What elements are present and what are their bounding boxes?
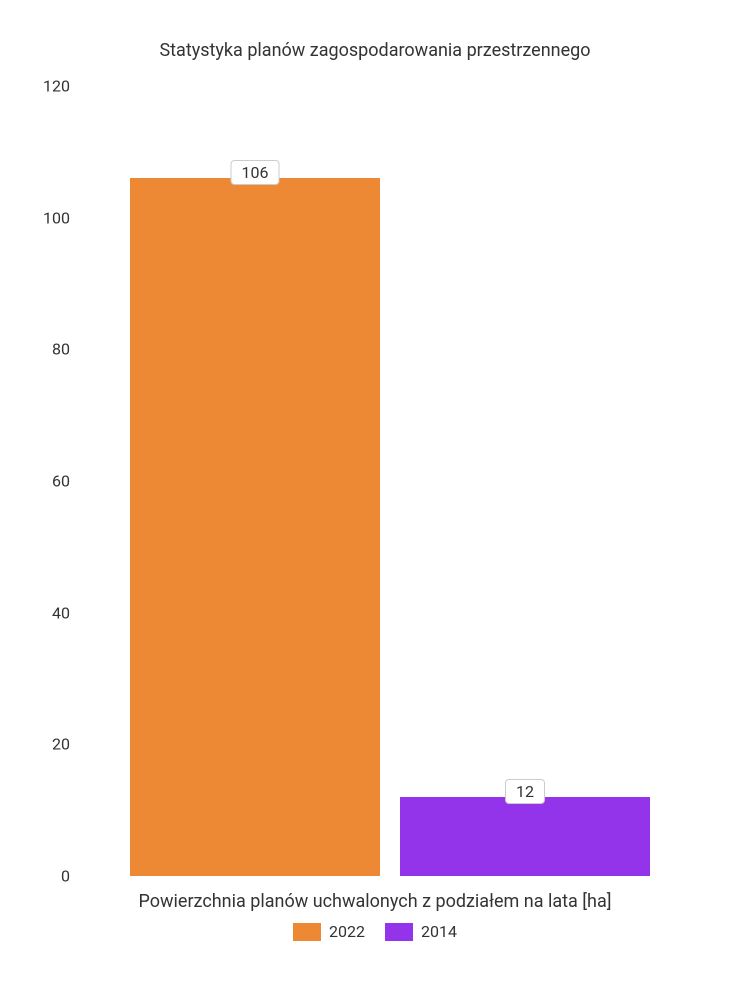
bar-wrapper: 12	[400, 797, 650, 876]
plot-area: 120 100 80 60 40 20 0 10612	[80, 86, 700, 876]
y-tick: 60	[52, 472, 70, 491]
legend-item: 2014	[385, 922, 457, 941]
bar: 106	[130, 178, 380, 876]
legend-swatch	[385, 923, 413, 941]
y-tick: 80	[52, 340, 70, 359]
y-tick: 120	[43, 77, 70, 96]
legend: 2022 2014	[30, 922, 720, 941]
chart-title: Statystyka planów zagospodarowania przes…	[30, 40, 720, 61]
bar: 12	[400, 797, 650, 876]
y-tick: 0	[61, 867, 70, 886]
legend-item: 2022	[293, 922, 365, 941]
y-tick: 20	[52, 735, 70, 754]
legend-label: 2022	[329, 922, 365, 941]
bars-area: 106 12	[120, 86, 660, 876]
y-tick: 100	[43, 208, 70, 227]
bar-wrapper: 106	[130, 178, 380, 876]
y-tick: 40	[52, 603, 70, 622]
bar-value-label: 106	[231, 160, 280, 185]
chart-container: Statystyka planów zagospodarowania przes…	[0, 0, 750, 1000]
legend-swatch	[293, 923, 321, 941]
legend-label: 2014	[421, 922, 457, 941]
bar-value-label: 12	[505, 779, 545, 804]
y-axis: 120 100 80 60 40 20 0	[30, 86, 80, 876]
x-axis-label: Powierzchnia planów uchwalonych z podzia…	[30, 891, 720, 912]
